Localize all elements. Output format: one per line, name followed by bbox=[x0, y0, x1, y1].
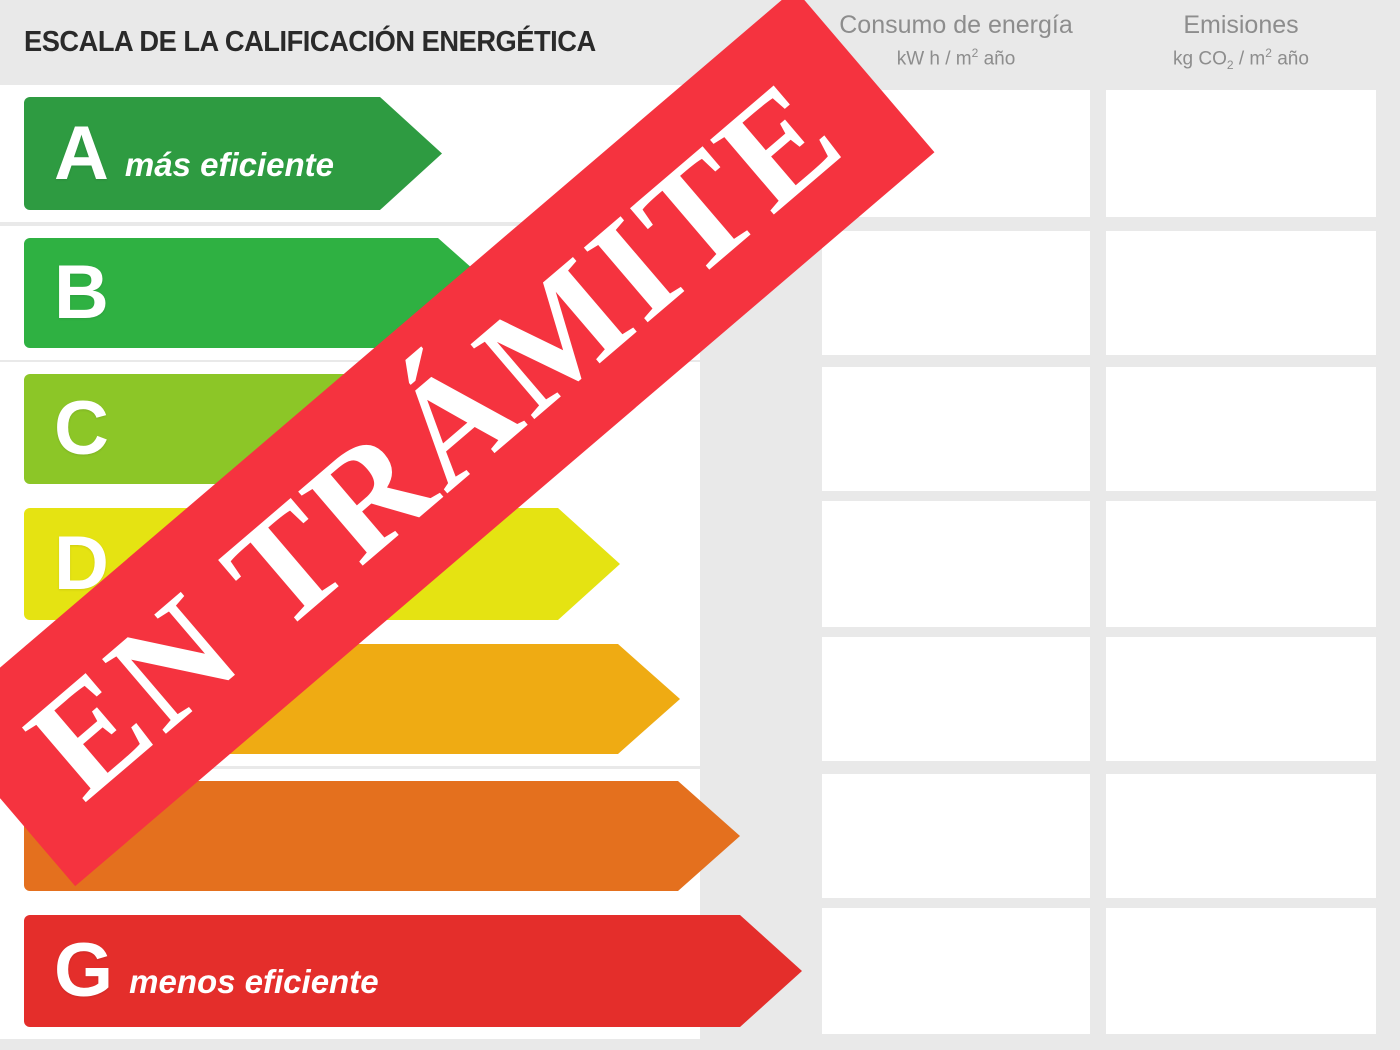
column-header-emisiones-unit: kg CO2 / m2 año bbox=[1106, 40, 1376, 78]
unit-suffix: año bbox=[1271, 48, 1309, 70]
band-letter-a: A bbox=[54, 110, 109, 196]
table-cell-consumo-b bbox=[822, 231, 1090, 355]
rating-band-b: B bbox=[24, 238, 500, 348]
band-letter-b: B bbox=[54, 250, 109, 335]
table-cell-emisiones-c bbox=[1106, 367, 1376, 491]
band-letter-g: G bbox=[54, 928, 114, 1013]
band-arrow-f bbox=[678, 781, 740, 891]
column-header-emisiones-title: Emisiones bbox=[1183, 11, 1299, 39]
table-cell-consumo-e bbox=[822, 637, 1090, 761]
unit-exponent: 2 bbox=[971, 46, 979, 60]
unit-subscript: 2 bbox=[1226, 58, 1234, 73]
table-cell-emisiones-d bbox=[1106, 501, 1376, 627]
table-cell-emisiones-f bbox=[1106, 774, 1376, 898]
column-header-consumo-title: Consumo de energía bbox=[839, 11, 1073, 39]
table-cell-consumo-g bbox=[822, 908, 1090, 1034]
rating-band-d: D bbox=[24, 508, 620, 620]
band-note-a: más eficiente bbox=[124, 145, 334, 183]
column-header-consumo: Consumo de energía kW h / m2 año bbox=[822, 10, 1090, 72]
table-cell-consumo-f bbox=[822, 774, 1090, 898]
unit-prefix: kg CO bbox=[1173, 48, 1227, 70]
band-arrow-g bbox=[740, 915, 802, 1027]
column-header-consumo-unit: kW h / m2 año bbox=[822, 40, 1090, 72]
table-cell-emisiones-b bbox=[1106, 231, 1376, 355]
band-letter-d: D bbox=[54, 521, 109, 606]
band-letter-e: E bbox=[54, 656, 105, 741]
band-note-g: menos eficiente bbox=[129, 963, 379, 1000]
rating-band-e: E bbox=[24, 644, 680, 754]
page-title: ESCALA DE LA CALIFICACIÓN ENERGÉTICA bbox=[24, 26, 596, 58]
table-cell-consumo-d bbox=[822, 501, 1090, 627]
band-letter-f: F bbox=[54, 793, 101, 878]
rating-band-f: F bbox=[24, 781, 740, 891]
unit-suffix: año bbox=[978, 48, 1016, 70]
table-cell-consumo-c bbox=[822, 367, 1090, 491]
table-cell-consumo-a bbox=[822, 90, 1090, 217]
unit-exponent: 2 bbox=[1265, 46, 1272, 60]
unit-mid: / m bbox=[1233, 48, 1266, 70]
unit-prefix: kW h / m bbox=[896, 48, 972, 70]
rating-band-c: C bbox=[24, 374, 558, 484]
column-header-emisiones: Emisiones kg CO2 / m2 año bbox=[1106, 10, 1376, 78]
table-cell-emisiones-a bbox=[1106, 90, 1376, 217]
band-letter-c: C bbox=[54, 386, 109, 471]
table-cell-emisiones-g bbox=[1106, 908, 1376, 1034]
table-cell-emisiones-e bbox=[1106, 637, 1376, 761]
